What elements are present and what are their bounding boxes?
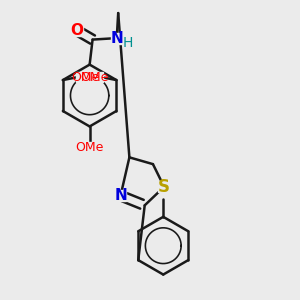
Bar bbox=[70, 25, 82, 36]
Text: N: N bbox=[114, 188, 127, 203]
Text: O: O bbox=[70, 23, 83, 38]
Bar bbox=[76, 72, 94, 83]
Bar bbox=[158, 181, 170, 192]
Text: H: H bbox=[123, 36, 133, 50]
Bar bbox=[124, 39, 132, 47]
Bar bbox=[85, 72, 103, 83]
Bar bbox=[110, 32, 123, 44]
Text: OMe: OMe bbox=[71, 70, 99, 84]
Text: N: N bbox=[110, 31, 123, 46]
Text: OMe: OMe bbox=[80, 70, 109, 84]
Text: OMe: OMe bbox=[76, 141, 104, 154]
Bar bbox=[115, 190, 126, 201]
Bar bbox=[80, 142, 99, 153]
Text: S: S bbox=[158, 178, 170, 196]
